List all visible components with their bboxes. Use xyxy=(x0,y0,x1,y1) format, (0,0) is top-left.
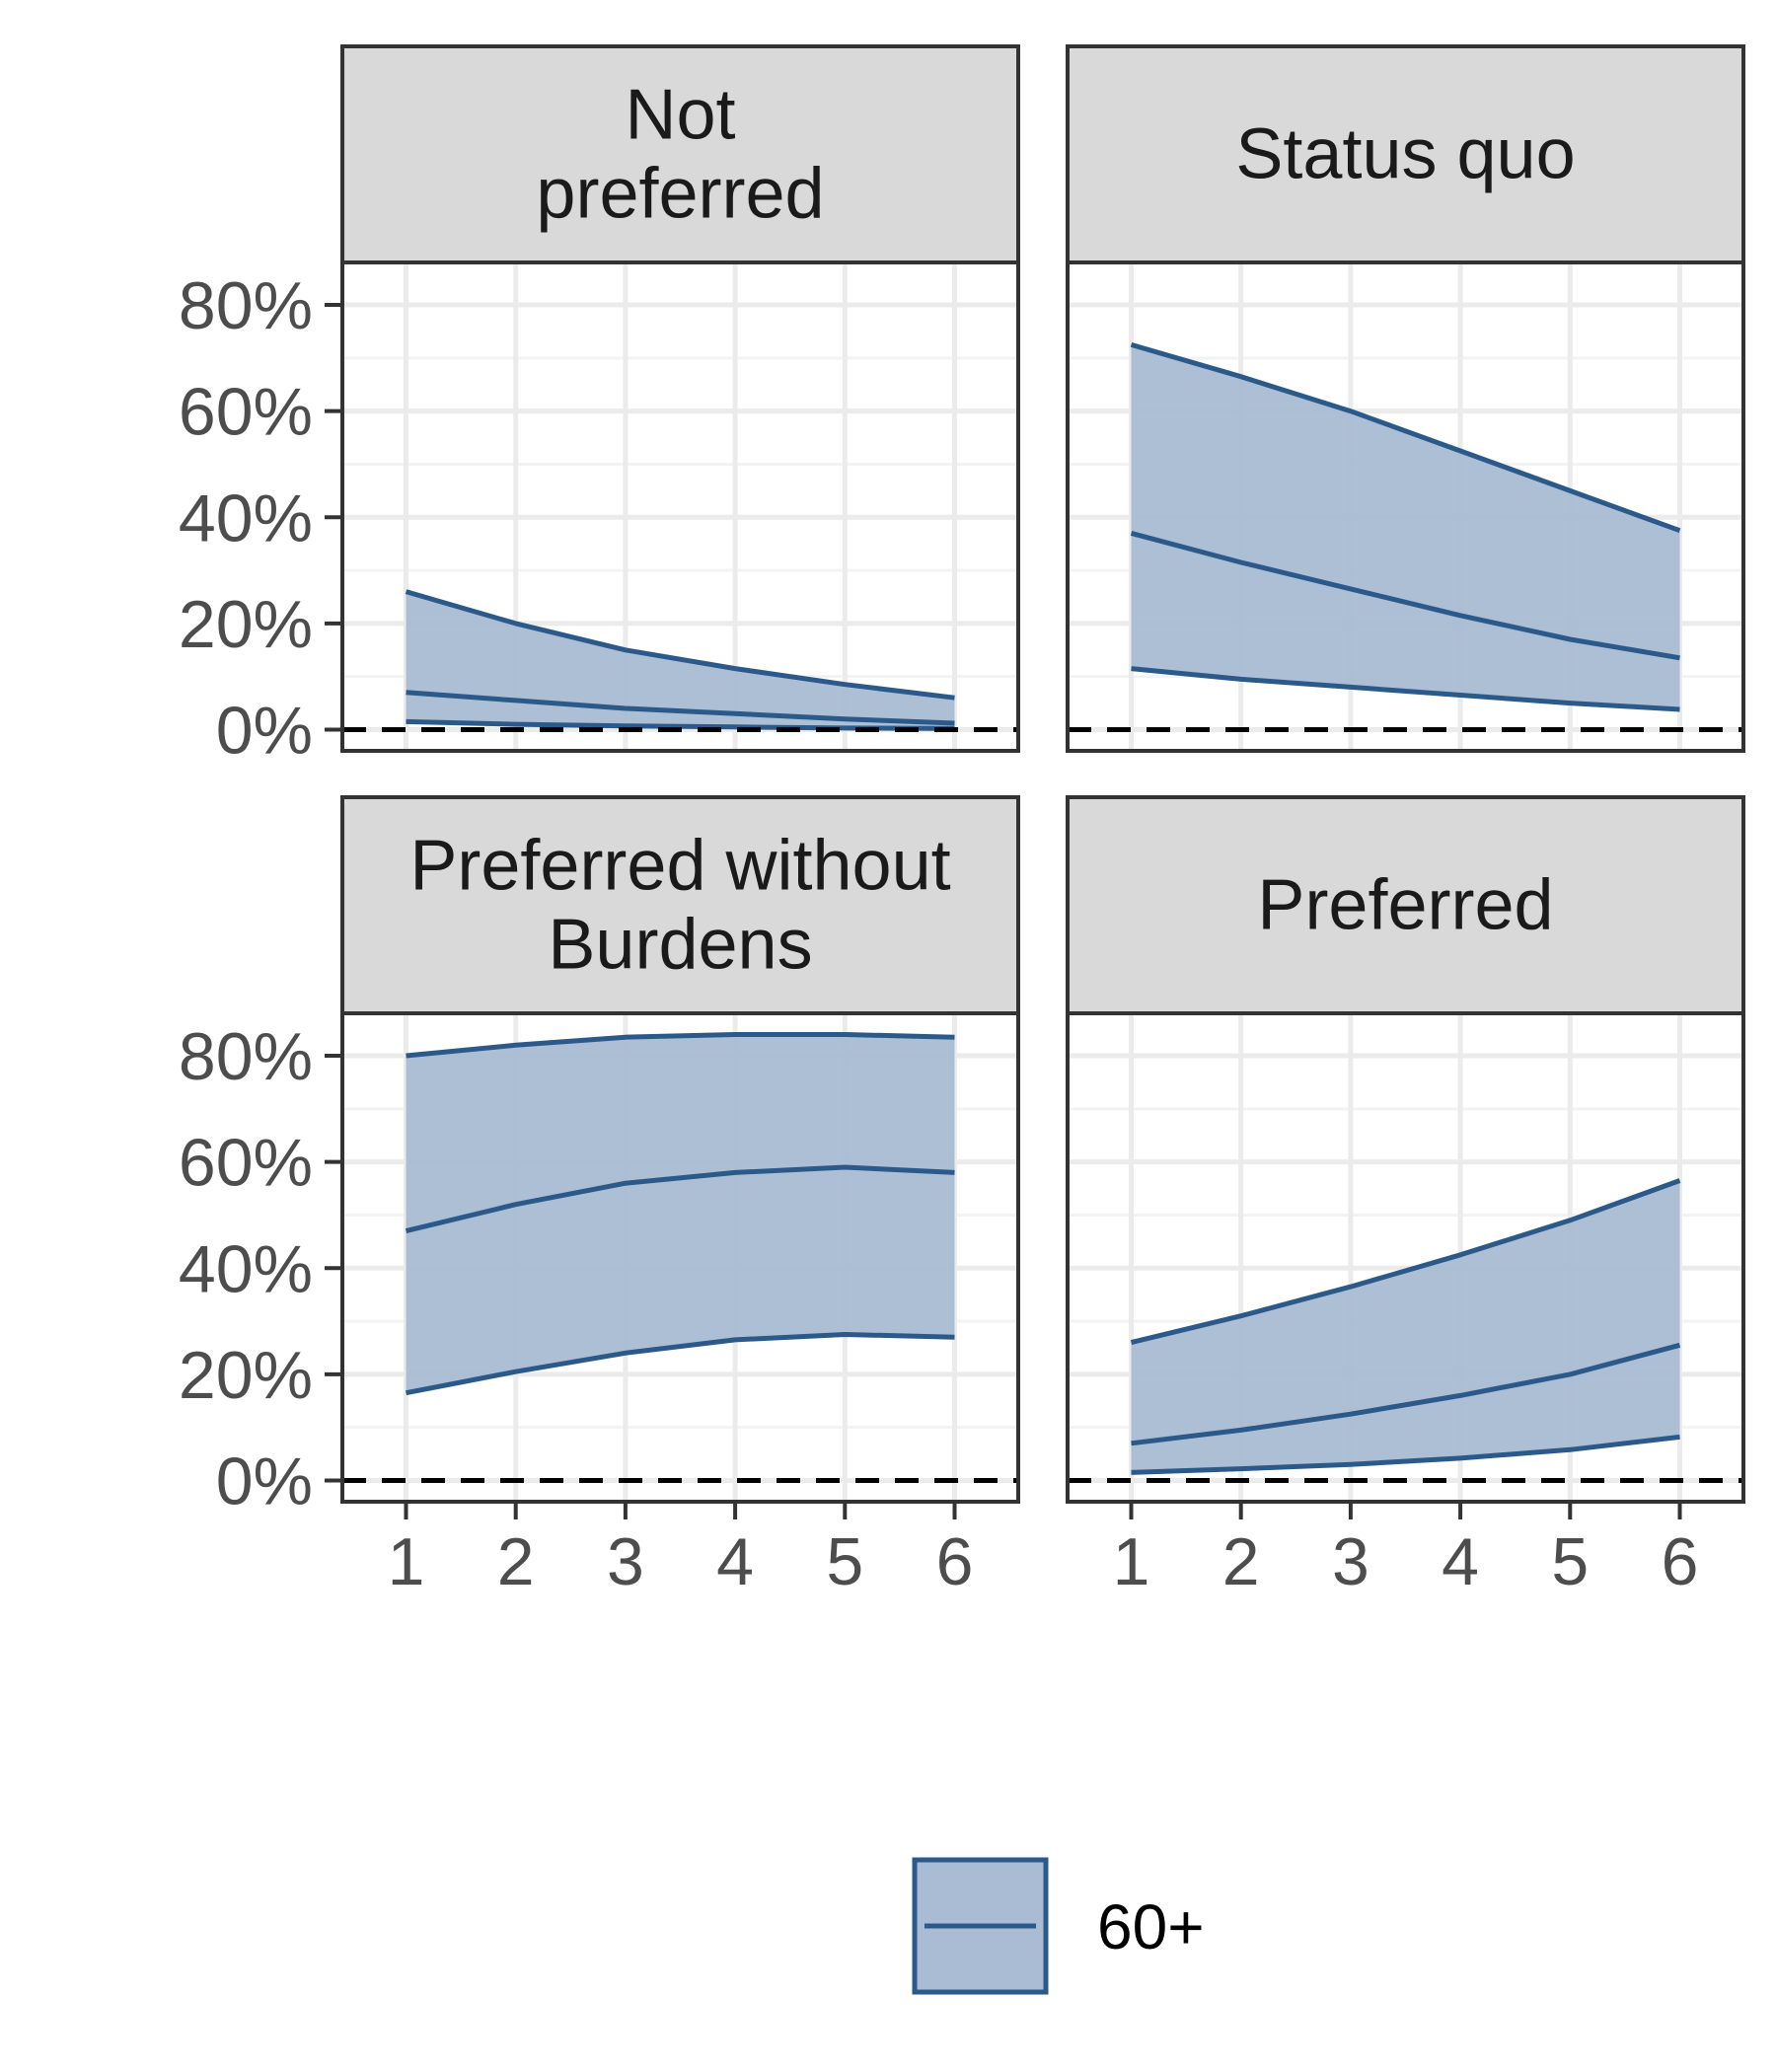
facet-strip-label-line: Status quo xyxy=(1235,115,1575,194)
facet-strip xyxy=(1066,795,1745,1015)
facet-panel-preferred: Preferred 1 2 3 4 5 6 xyxy=(1066,795,1745,1599)
facet-strip-label: Preferred without Burdens xyxy=(409,827,950,985)
facet-panel-preferred-without-burdens: Preferred without Burdens 0% 20% 40% 60% 80% 1 2… xyxy=(179,795,1020,1599)
panel-border xyxy=(340,1011,1020,1504)
facet-strip-label-line: Burdens xyxy=(548,906,812,985)
x-tick-label: 2 xyxy=(497,1524,535,1599)
facet-panel-status-quo: Status quo xyxy=(1066,44,1745,753)
legend-label: 60+ xyxy=(1097,1891,1205,1962)
upper-bound-line xyxy=(1130,341,1681,534)
confidence-ribbon xyxy=(1131,1180,1680,1473)
facet-strip-label: Preferred xyxy=(1257,866,1553,945)
y-tick-label: 40% xyxy=(179,1231,313,1306)
upper-bound-line xyxy=(405,589,955,701)
estimate-line xyxy=(1130,530,1680,661)
confidence-ribbon xyxy=(406,1034,955,1393)
x-tick-label: 3 xyxy=(607,1524,644,1599)
confidence-ribbon xyxy=(1131,344,1680,709)
y-tick-label: 80% xyxy=(179,268,313,343)
x-tick-label: 6 xyxy=(936,1524,974,1599)
y-tick-label: 80% xyxy=(179,1019,313,1094)
estimate-line xyxy=(405,1164,955,1234)
x-tick-label: 5 xyxy=(826,1524,863,1599)
estimate-line xyxy=(1131,1342,1681,1446)
facet-strip-label-line: Preferred xyxy=(1257,866,1553,945)
facet-strip xyxy=(340,795,1020,1015)
facet-strip xyxy=(1066,44,1745,264)
x-tick-label: 3 xyxy=(1332,1524,1369,1599)
y-tick-label: 40% xyxy=(179,481,313,555)
lower-bound-line xyxy=(406,1332,955,1396)
panel-border xyxy=(1066,260,1745,753)
facet-strip xyxy=(340,44,1020,264)
y-tick-label: 0% xyxy=(216,693,313,768)
upper-bound-line xyxy=(406,1032,955,1059)
facet-strip-label: Not preferred xyxy=(536,76,824,234)
panel-border xyxy=(1066,1011,1745,1504)
x-tick-label: 1 xyxy=(388,1524,425,1599)
legend: 60+ xyxy=(912,1857,1205,1995)
x-tick-label: 6 xyxy=(1662,1524,1699,1599)
x-tick-label: 1 xyxy=(1113,1524,1150,1599)
x-tick-label: 4 xyxy=(1442,1524,1479,1599)
facet-panel-not-preferred: Not preferred 0% 20% 40% 60% 80% xyxy=(179,44,1020,768)
x-tick-label: 2 xyxy=(1222,1524,1260,1599)
y-tick-label: 60% xyxy=(179,375,313,450)
x-tick-label: 4 xyxy=(716,1524,754,1599)
facet-strip-label-line: Preferred without xyxy=(409,827,950,906)
panel-border xyxy=(340,260,1020,753)
y-tick-label: 20% xyxy=(179,1338,313,1413)
lower-bound-line xyxy=(1131,666,1680,712)
lower-bound-line xyxy=(1131,1434,1680,1475)
upper-bound-line xyxy=(1130,1178,1681,1346)
y-tick-label: 0% xyxy=(216,1443,313,1518)
y-tick-label: 20% xyxy=(179,587,313,662)
facet-strip-label-line: preferred xyxy=(536,155,824,234)
y-tick-label: 60% xyxy=(179,1126,313,1201)
estimate-line xyxy=(406,690,955,726)
facet-strip-label: Status quo xyxy=(1235,115,1575,194)
x-tick-label: 5 xyxy=(1551,1524,1589,1599)
facet-strip-label-line: Not xyxy=(625,76,735,155)
